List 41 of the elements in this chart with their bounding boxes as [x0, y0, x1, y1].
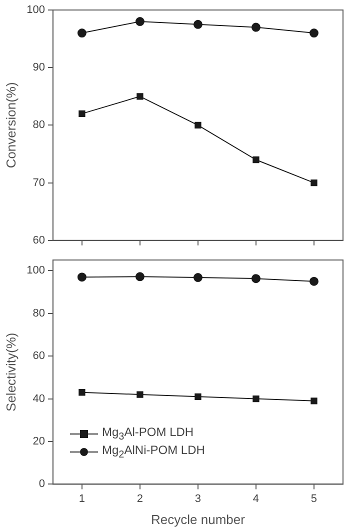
point: [78, 389, 86, 396]
y-axis-title: Selectivity(%): [3, 332, 18, 412]
point: [136, 391, 144, 398]
point: [310, 179, 318, 186]
point: [77, 28, 86, 38]
y-tick-label: 60: [32, 234, 45, 246]
point: [193, 273, 202, 282]
point: [194, 393, 202, 400]
x-axis-title: Recycle number: [151, 512, 246, 527]
y-tick-label: 90: [32, 62, 45, 74]
point: [135, 17, 144, 26]
y-axis-title: Conversion(%): [3, 82, 18, 168]
legend-label: Mg$_{2}$AlNi-POM LDH: [102, 443, 205, 461]
point: [251, 274, 260, 284]
x-tick-label: 3: [194, 492, 202, 505]
y-tick-label: 20: [32, 436, 45, 448]
point: [310, 398, 318, 404]
y-tick-label: 100: [26, 264, 45, 277]
y-tick-label: 80: [32, 307, 45, 320]
point: [136, 93, 144, 100]
y-tick-label: 40: [32, 392, 45, 405]
y-tick-label: 0: [38, 478, 45, 490]
point: [77, 272, 86, 282]
point: [135, 272, 144, 282]
point: [251, 22, 260, 32]
legend-label: Mg$_{3}$Al-POM LDH: [102, 425, 194, 443]
point: [252, 156, 260, 164]
y-tick-label: 60: [32, 350, 45, 362]
y-tick-label: 80: [32, 119, 45, 132]
y-tick-label: 70: [32, 176, 45, 189]
x-tick-label: 5: [310, 492, 318, 505]
point: [309, 276, 318, 286]
point: [193, 20, 202, 29]
x-tick-label: 1: [78, 492, 86, 505]
x-tick-label: 4: [252, 492, 260, 505]
y-tick-label: 100: [26, 4, 45, 16]
x-tick-label: 2: [136, 492, 144, 505]
point: [78, 110, 86, 118]
point: [194, 122, 202, 129]
point: [309, 28, 318, 38]
point: [252, 395, 260, 402]
